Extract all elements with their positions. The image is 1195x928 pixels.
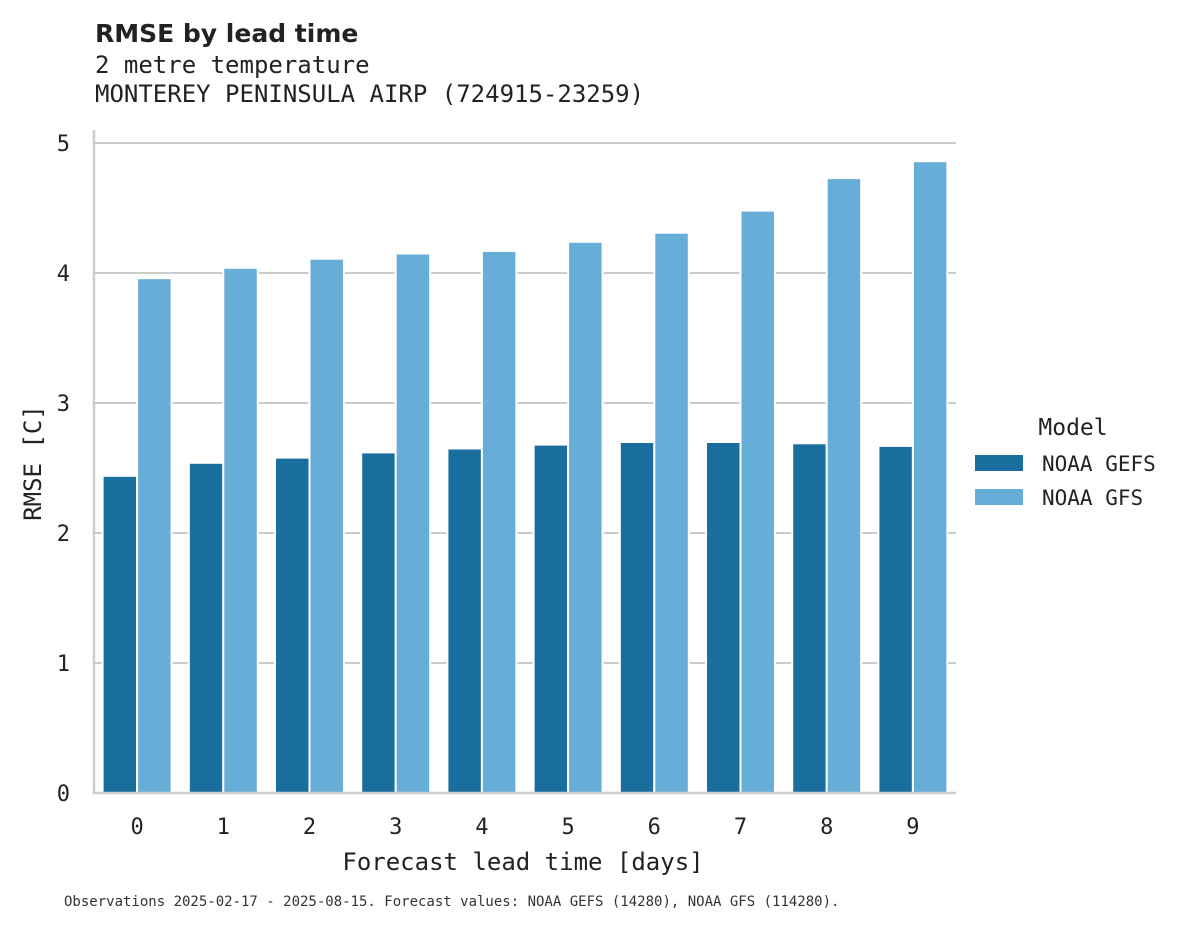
legend-title: Model [1038,415,1107,441]
bar-noaa-gfs-5 [567,240,604,795]
x-tick-label-9: 9 [906,815,919,840]
y-tick-label-3: 3 [57,392,70,417]
bar-noaa-gfs-1 [222,266,259,794]
bars [101,160,949,795]
bar-noaa-gfs-6 [653,231,690,794]
y-tick-label-0: 0 [57,782,70,807]
bar-noaa-gefs-7 [705,441,742,794]
legend-swatch-noaa-gfs [975,489,1023,505]
bar-noaa-gfs-2 [308,257,345,794]
x-tick-label-6: 6 [648,815,661,840]
x-tick-label-8: 8 [820,815,833,840]
chart-subtitle-station: MONTEREY PENINSULA AIRP (724915-23259) [95,80,644,108]
legend-label-noaa-gfs: NOAA GFS [1042,486,1143,510]
legend-label-noaa-gefs: NOAA GEFS [1042,452,1156,476]
chart-subtitle-variable: 2 metre temperature [95,51,370,79]
bar-noaa-gefs-5 [532,443,570,794]
x-tick-label-5: 5 [561,815,574,840]
legend-swatch-noaa-gefs [975,455,1023,471]
y-tick-label-1: 1 [57,652,70,677]
x-tick-label-3: 3 [389,815,402,840]
y-tick-labels: 0 1 2 3 4 5 [57,132,70,807]
x-tick-label-4: 4 [475,815,488,840]
x-tick-label-1: 1 [217,815,230,840]
x-tick-label-7: 7 [734,815,747,840]
x-tick-label-2: 2 [303,815,316,840]
y-tick-label-5: 5 [57,132,70,157]
y-axis-label: RMSE [C] [19,405,47,521]
x-tick-label-0: 0 [130,815,143,840]
bar-noaa-gefs-6 [618,441,656,794]
bar-noaa-gefs-1 [187,461,225,794]
bar-noaa-gfs-3 [394,252,432,794]
bar-noaa-gefs-8 [791,442,828,794]
x-tick-labels: 0 1 2 3 4 5 6 7 8 9 [130,815,919,840]
y-tick-label-4: 4 [57,262,70,287]
axis-spines [92,130,956,795]
bar-noaa-gefs-0 [101,474,139,794]
bar-noaa-gfs-9 [911,160,949,794]
bar-noaa-gfs-7 [739,209,776,795]
bar-noaa-gfs-8 [825,177,863,795]
chart-title: RMSE by lead time [95,19,358,48]
footnote: Observations 2025-02-17 - 2025-08-15. Fo… [64,894,839,910]
bar-noaa-gfs-0 [136,277,173,794]
legend: Model NOAA GEFS NOAA GFS [975,415,1156,510]
bar-noaa-gefs-2 [274,456,311,794]
bar-noaa-gefs-4 [446,447,483,794]
y-tick-label-2: 2 [57,522,70,547]
x-axis-label: Forecast lead time [days] [342,848,703,876]
bar-noaa-gefs-3 [360,451,397,794]
bar-noaa-gfs-4 [480,249,518,794]
bar-noaa-gefs-9 [877,444,914,794]
